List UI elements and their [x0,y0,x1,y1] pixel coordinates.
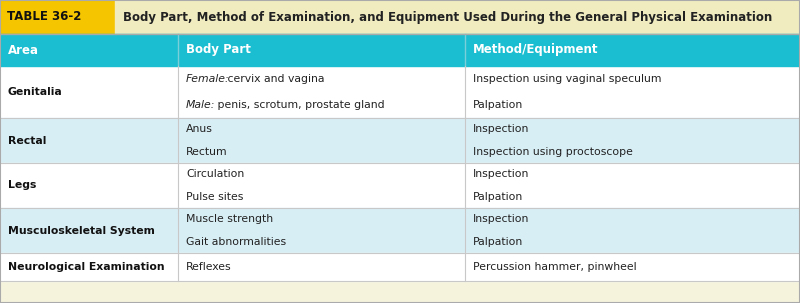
Bar [0,0,115,34]
Text: cervix and vagina: cervix and vagina [224,74,325,84]
Text: TABLE 36-2: TABLE 36-2 [7,11,82,24]
Text: Muscle strength: Muscle strength [186,214,273,224]
Text: Male:: Male: [186,100,215,110]
Text: Inspection using vaginal speculum: Inspection using vaginal speculum [473,74,662,84]
Text: Palpation: Palpation [473,237,523,247]
Text: Inspection: Inspection [473,124,530,134]
Bar [0,208,800,253]
Text: Legs: Legs [8,181,36,191]
Text: Musculoskeletal System: Musculoskeletal System [8,225,155,235]
Text: Body Part, Method of Examination, and Equipment Used During the General Physical: Body Part, Method of Examination, and Eq… [123,11,772,24]
Bar [0,66,800,118]
Text: Rectal: Rectal [8,135,46,145]
Text: Female:: Female: [186,74,230,84]
Text: Pulse sites: Pulse sites [186,192,243,202]
Text: Reflexes: Reflexes [186,262,232,272]
Text: Percussion hammer, pinwheel: Percussion hammer, pinwheel [473,262,637,272]
Text: Palpation: Palpation [473,192,523,202]
Bar [0,163,800,208]
Bar [115,0,800,34]
Text: Anus: Anus [186,124,213,134]
Bar [0,34,800,66]
Text: Palpation: Palpation [473,100,523,110]
Bar [0,118,800,163]
Text: Method/Equipment: Method/Equipment [473,44,598,56]
Text: Circulation: Circulation [186,169,244,179]
Text: Genitalia: Genitalia [8,87,62,97]
Text: Body Part: Body Part [186,44,251,56]
Text: Gait abnormalities: Gait abnormalities [186,237,286,247]
Text: Inspection: Inspection [473,169,530,179]
Text: Inspection using proctoscope: Inspection using proctoscope [473,147,633,157]
Text: Inspection: Inspection [473,214,530,224]
Text: Neurological Examination: Neurological Examination [8,262,165,272]
Text: Area: Area [8,44,39,56]
Text: penis, scrotum, prostate gland: penis, scrotum, prostate gland [214,100,385,110]
Bar [0,253,800,281]
Text: Rectum: Rectum [186,147,228,157]
